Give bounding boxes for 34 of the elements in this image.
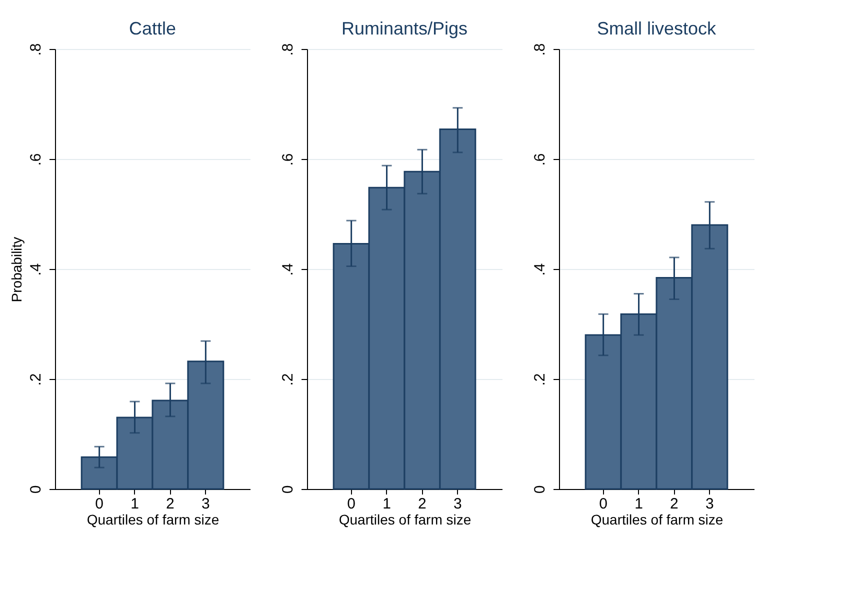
x-tick-label: 3	[454, 496, 462, 512]
x-tick-label: 2	[166, 496, 174, 512]
x-tick-label: 1	[130, 496, 139, 512]
y-tick-label: .8	[532, 43, 548, 56]
y-tick-label: .8	[28, 43, 44, 56]
y-tick-label: .2	[280, 373, 296, 386]
y-tick-label: .4	[532, 263, 548, 276]
x-axis-title: Quartiles of farm size	[590, 512, 724, 528]
y-tick-label: .6	[532, 153, 548, 166]
y-axis-title: Probability	[8, 236, 24, 302]
x-axis-title: Quartiles of farm size	[338, 512, 472, 528]
x-tick-label: 2	[670, 496, 678, 512]
x-tick-label: 2	[418, 496, 426, 512]
x-tick-label: 3	[202, 496, 210, 512]
y-tick-label: .4	[280, 263, 296, 276]
y-tick-label: 0	[280, 485, 296, 494]
y-tick-label: 0	[532, 485, 548, 494]
y-tick-label: .2	[532, 373, 548, 386]
x-tick-label: 1	[382, 496, 391, 512]
x-tick-label: 3	[706, 496, 714, 512]
y-tick-label: .8	[280, 43, 296, 56]
chart-title: Ruminants/Pigs	[341, 18, 468, 39]
x-axis-title: Quartiles of farm size	[86, 512, 220, 528]
y-tick-label: .6	[28, 153, 44, 166]
chart-title: Cattle	[128, 18, 176, 39]
x-tick-label: 0	[599, 496, 608, 512]
chart-title: Small livestock	[596, 18, 718, 39]
y-tick-label: .4	[28, 263, 44, 276]
x-tick-label: 0	[347, 496, 356, 512]
y-tick-label: .2	[28, 373, 44, 386]
x-tick-label: 1	[634, 496, 643, 512]
y-tick-label: .6	[280, 153, 296, 166]
y-tick-label: 0	[28, 485, 44, 494]
x-tick-label: 0	[95, 496, 104, 512]
